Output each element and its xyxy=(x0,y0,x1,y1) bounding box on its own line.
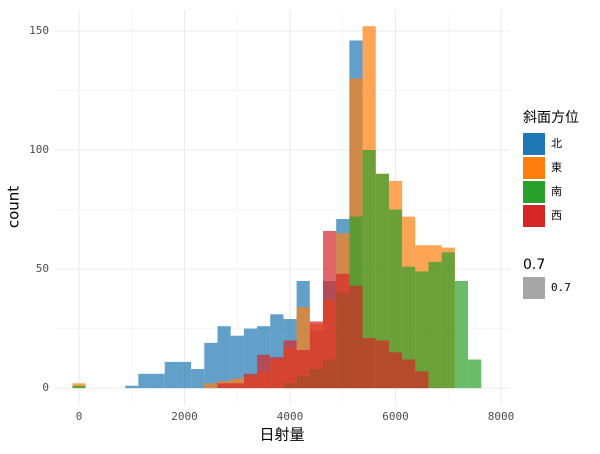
histogram-bar xyxy=(349,285,363,389)
histogram-bar xyxy=(388,209,403,389)
x-tick-label: 4000 xyxy=(277,410,304,423)
histogram-bar xyxy=(164,361,178,389)
histogram-bar xyxy=(191,369,205,389)
histogram-bar xyxy=(336,273,350,389)
legend-key xyxy=(523,133,545,155)
y-axis-title: count xyxy=(5,186,23,228)
histogram-bar xyxy=(204,383,218,389)
legend-label: 北 xyxy=(551,137,562,150)
y-tick-label: 150 xyxy=(29,24,49,37)
legend-title: 0.7 xyxy=(523,257,545,273)
histogram-bar xyxy=(217,326,231,389)
legend-title: 斜面方位 xyxy=(523,110,579,126)
histogram-bar xyxy=(454,280,469,389)
histogram-bar xyxy=(125,385,139,389)
y-tick-label: 0 xyxy=(42,381,49,394)
histogram-bar xyxy=(402,266,416,389)
histogram-bar xyxy=(402,359,416,389)
legend-key xyxy=(523,205,545,227)
x-axis-title: 日射量 xyxy=(259,426,304,444)
y-tick-label: 100 xyxy=(29,143,49,156)
histogram-bar xyxy=(296,350,310,389)
x-tick-label: 2000 xyxy=(171,410,198,423)
histogram-bar xyxy=(230,335,244,389)
histogram-bar xyxy=(388,352,403,389)
histogram-bar xyxy=(151,373,165,389)
histogram-bar xyxy=(138,373,152,389)
legend-label: 西 xyxy=(551,209,562,222)
histogram-bar xyxy=(257,354,271,389)
histogram-bar xyxy=(415,271,429,389)
legend-label: 東 xyxy=(551,161,562,174)
histogram-bar xyxy=(415,371,429,389)
legend-label: 南 xyxy=(551,185,562,198)
histogram-bar xyxy=(243,328,258,389)
histogram-bar xyxy=(283,340,297,389)
histogram-bar xyxy=(230,383,244,389)
histogram-bar xyxy=(322,230,337,389)
x-tick-label: 6000 xyxy=(382,410,409,423)
histogram-bar xyxy=(428,261,442,389)
legend-label: 0.7 xyxy=(551,281,571,294)
histogram-bar xyxy=(72,385,86,389)
legend-key xyxy=(523,277,545,299)
histogram-bar xyxy=(270,357,284,389)
x-tick-label: 0 xyxy=(76,410,83,423)
histogram-bar xyxy=(204,342,218,389)
histogram-bar xyxy=(362,150,376,389)
histogram-bar xyxy=(362,338,376,389)
histogram-bar xyxy=(441,252,455,389)
histogram-bar xyxy=(375,173,389,389)
histogram-bar xyxy=(309,321,323,389)
legend-key xyxy=(523,181,545,203)
histogram-bar xyxy=(375,340,389,389)
x-tick-label: 8000 xyxy=(488,410,515,423)
histogram-bar xyxy=(468,359,482,389)
histogram-bar xyxy=(177,361,192,389)
histogram-bar xyxy=(217,383,231,389)
y-tick-label: 50 xyxy=(36,262,49,275)
histogram-bar xyxy=(243,373,258,389)
legend-key xyxy=(523,157,545,179)
